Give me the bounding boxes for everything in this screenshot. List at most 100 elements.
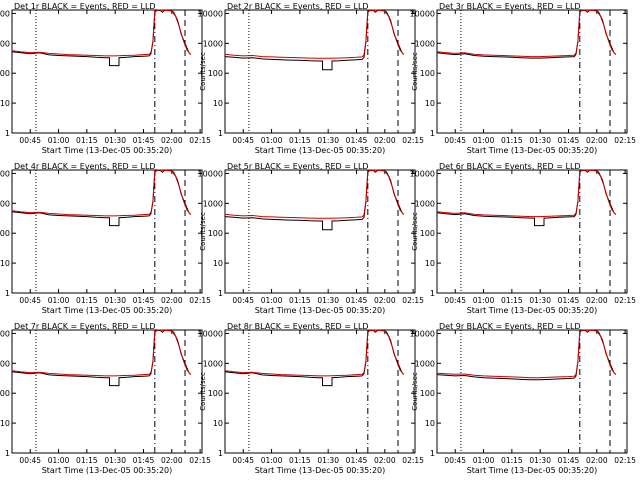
y-tick-label: 10000 [0, 169, 10, 178]
x-tick-label: 00:45 [19, 136, 41, 145]
x-tick-label: 02:00 [374, 456, 396, 465]
x-tick-label: 01:45 [558, 456, 580, 465]
series-line [11, 169, 192, 227]
panel-title: Det 2r BLACK = Events, RED = LLD [227, 2, 369, 11]
x-tick-label: 00:45 [444, 136, 466, 145]
x-tick-label: 02:15 [614, 136, 636, 145]
series-line [11, 329, 192, 377]
y-axis-label: Counts/sec [411, 52, 419, 91]
x-tick-label: 01:30 [317, 136, 339, 145]
y-tick-label: 1000 [415, 39, 435, 48]
x-tick-label: 00:45 [19, 296, 41, 305]
x-axis-label: Start Time (13-Dec-05 00:35:20) [255, 306, 386, 315]
series-line [224, 329, 405, 387]
x-tick-label: 01:30 [529, 456, 551, 465]
x-axis-label: Start Time (13-Dec-05 00:35:20) [467, 306, 598, 315]
x-tick-label: 01:00 [473, 296, 495, 305]
panel: 1 10 100 1000 10000 00:45 01:00 01:15 01:30 01:45… [0, 2, 211, 155]
y-tick-label: 10 [213, 259, 223, 268]
x-axis-label: Start Time (13-Dec-05 00:35:20) [255, 146, 386, 155]
y-tick-label: 1000 [415, 359, 435, 368]
y-tick-label: 1 [218, 129, 223, 138]
plot-frame [224, 169, 416, 294]
series-line [436, 329, 617, 381]
plot-frame [436, 9, 628, 134]
panel-title: Det 1r BLACK = Events, RED = LLD [14, 2, 156, 11]
x-tick-label: 01:30 [104, 136, 126, 145]
x-tick-label: 01:00 [473, 136, 495, 145]
y-tick-label: 1 [430, 449, 435, 458]
y-tick-label: 1000 [203, 39, 223, 48]
x-tick-label: 02:00 [374, 136, 396, 145]
x-tick-label: 01:15 [501, 296, 523, 305]
x-tick-label: 00:45 [232, 296, 254, 305]
x-tick-label: 01:00 [48, 136, 70, 145]
x-tick-label: 01:30 [317, 456, 339, 465]
y-tick-label: 10 [425, 419, 435, 428]
x-tick-label: 01:45 [133, 136, 155, 145]
panel: 1 10 100 1000 10000 00:45 01:00 01:15 01:30 01:45… [0, 322, 211, 475]
x-tick-label: 02:00 [586, 136, 608, 145]
x-tick-label: 01:15 [501, 456, 523, 465]
series-line [436, 9, 617, 58]
x-tick-label: 01:45 [346, 456, 368, 465]
series-line [224, 9, 405, 71]
panel-title: Det 5r BLACK = Events, RED = LLD [227, 162, 369, 171]
x-tick-label: 02:00 [586, 296, 608, 305]
series-line [11, 9, 192, 67]
y-axis-label: Counts/sec [199, 52, 207, 91]
x-tick-label: 01:15 [289, 456, 311, 465]
x-tick-label: 01:30 [317, 296, 339, 305]
x-tick-label: 01:00 [261, 136, 283, 145]
x-tick-label: 02:00 [161, 456, 183, 465]
x-tick-label: 02:15 [189, 296, 211, 305]
y-tick-label: 1 [5, 129, 10, 138]
x-axis-label: Start Time (13-Dec-05 00:35:20) [467, 466, 598, 475]
y-tick-label: 10 [425, 99, 435, 108]
x-tick-label: 02:00 [161, 136, 183, 145]
plot-frame [224, 9, 416, 134]
plot-frame [11, 329, 203, 454]
x-tick-label: 00:45 [444, 296, 466, 305]
x-tick-label: 01:15 [289, 296, 311, 305]
x-tick-label: 01:45 [133, 296, 155, 305]
y-tick-label: 1 [218, 289, 223, 298]
series-line [436, 329, 617, 379]
x-tick-label: 00:45 [232, 136, 254, 145]
x-tick-label: 02:15 [189, 136, 211, 145]
x-tick-label: 01:30 [529, 136, 551, 145]
x-tick-label: 02:00 [374, 296, 396, 305]
y-tick-label: 1 [5, 289, 10, 298]
y-tick-label: 10 [213, 99, 223, 108]
y-tick-label: 10 [213, 419, 223, 428]
x-tick-label: 02:15 [614, 456, 636, 465]
x-tick-label: 02:00 [586, 456, 608, 465]
panel-title: Det 9r BLACK = Events, RED = LLD [439, 322, 581, 331]
y-axis-label: Counts/sec [411, 372, 419, 411]
y-tick-label: 1 [430, 289, 435, 298]
x-tick-label: 01:30 [529, 296, 551, 305]
series-line [436, 169, 617, 218]
panel-title: Det 3r BLACK = Events, RED = LLD [439, 2, 581, 11]
panel: 1 10 100 1000 10000 00:45 01:00 01:15 01:30 01:45… [198, 162, 425, 315]
x-tick-label: 00:45 [232, 456, 254, 465]
y-tick-label: 1000 [203, 199, 223, 208]
series-line [224, 329, 405, 377]
x-tick-label: 02:00 [161, 296, 183, 305]
y-tick-label: 10000 [198, 9, 223, 18]
x-axis-label: Start Time (13-Dec-05 00:35:20) [42, 466, 173, 475]
y-tick-label: 100 [0, 69, 10, 78]
y-tick-label: 10000 [198, 169, 223, 178]
series-line [436, 9, 617, 59]
y-tick-label: 1000 [0, 359, 10, 368]
x-tick-label: 01:45 [558, 296, 580, 305]
x-tick-label: 01:00 [473, 456, 495, 465]
panel-title: Det 8r BLACK = Events, RED = LLD [227, 322, 369, 331]
x-tick-label: 02:15 [402, 456, 424, 465]
x-tick-label: 01:30 [104, 296, 126, 305]
panel-title: Det 6r BLACK = Events, RED = LLD [439, 162, 581, 171]
plot-frame [11, 169, 203, 294]
x-tick-label: 01:00 [48, 456, 70, 465]
y-tick-label: 10 [0, 419, 10, 428]
x-tick-label: 01:00 [261, 296, 283, 305]
